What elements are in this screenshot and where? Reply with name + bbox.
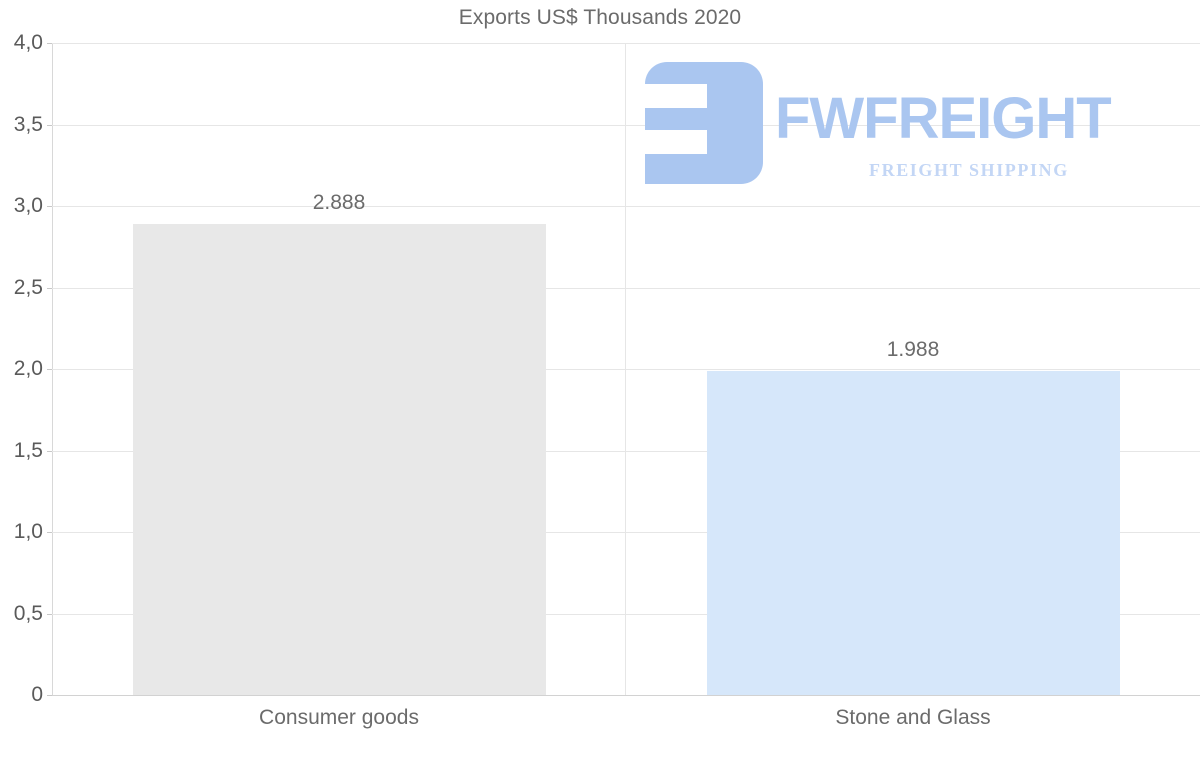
category-separator-gridline — [625, 43, 626, 695]
y-axis-tick-label: 2,5 — [13, 275, 43, 299]
y-axis-tick-label: 0,5 — [13, 601, 43, 625]
y-axis-tick — [47, 369, 52, 370]
y-axis-tick — [47, 287, 52, 289]
gridline — [52, 532, 1200, 533]
plot-area: 4,0 3,5 3,0 2,5 2,0 1,5 1,0 0,5 0 — [14, 31, 1200, 706]
gridline — [52, 369, 1200, 370]
bar-consumer-goods[interactable] — [132, 224, 546, 695]
y-axis-tick — [47, 206, 52, 207]
chart-title: Exports US$ Thousands 2020 — [458, 6, 742, 29]
bar-value-label-stone-and-glass: 1.988 — [886, 337, 940, 361]
y-axis-tick — [47, 695, 52, 696]
y-axis-tick — [47, 532, 52, 533]
y-axis-tick-label: 0 — [31, 683, 43, 706]
y-axis-tick — [47, 450, 52, 452]
y-axis-tick-label: 3,5 — [13, 112, 43, 136]
gridline — [52, 287, 1200, 289]
y-axis-tick-label: 4,0 — [13, 31, 43, 54]
bar-stone-and-glass[interactable] — [706, 370, 1120, 695]
y-axis-tick — [47, 124, 52, 126]
gridline — [52, 206, 1200, 207]
x-axis-label-consumer-goods: Consumer goods — [259, 706, 419, 729]
y-axis-tick-label: 1,5 — [13, 438, 43, 462]
y-axis-tick-label: 3,0 — [13, 194, 43, 217]
bar-value-label-consumer-goods: 2.888 — [312, 191, 366, 215]
gridline — [52, 695, 1200, 696]
gridline — [52, 613, 1200, 615]
gridline — [52, 450, 1200, 452]
x-axis-label-stone-and-glass: Stone and Glass — [835, 706, 991, 729]
gridline — [52, 124, 1200, 126]
y-axis-tick — [47, 613, 52, 615]
y-axis-tick — [47, 43, 52, 44]
gridline — [52, 43, 1200, 44]
y-axis-tick-label: 2,0 — [13, 357, 43, 380]
y-axis-tick-label: 1,0 — [13, 520, 43, 543]
